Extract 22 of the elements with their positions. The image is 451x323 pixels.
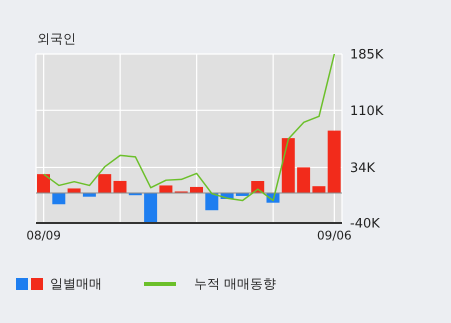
bar	[37, 174, 50, 193]
bar	[144, 192, 158, 223]
y-tick-label: 185K	[350, 48, 384, 63]
y-tick-label: 34K	[350, 161, 376, 176]
x-tick-label: 08/09	[26, 228, 61, 243]
bar	[190, 186, 203, 193]
bar	[205, 192, 218, 210]
bar	[98, 174, 112, 193]
bar	[297, 167, 310, 193]
bar	[159, 185, 172, 193]
legend-label: 일별매매	[50, 276, 102, 293]
x-tick-label: 09/06	[317, 228, 352, 243]
bar	[312, 186, 326, 193]
y-tick-label: 110K	[350, 104, 384, 119]
bar	[282, 138, 295, 193]
line-series	[42, 54, 336, 202]
chart-title: 외국인	[37, 31, 76, 48]
bar	[114, 180, 126, 193]
bar	[328, 130, 341, 193]
y-tick-label: -40K	[350, 216, 380, 232]
bar	[52, 192, 66, 204]
legend-label: 누적 매매동향	[194, 276, 276, 293]
